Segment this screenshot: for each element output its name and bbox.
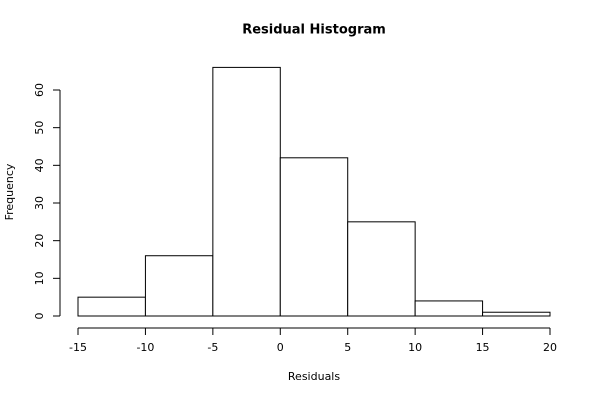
x-axis-label: Residuals xyxy=(288,370,340,383)
x-tick-label: 0 xyxy=(277,341,284,354)
x-tick-label: 5 xyxy=(344,341,351,354)
y-tick-label: 60 xyxy=(33,83,46,97)
bar xyxy=(279,157,349,317)
y-tick-label: 30 xyxy=(33,196,46,210)
chart-title: Residual Histogram xyxy=(242,23,386,38)
y-tick-label: 20 xyxy=(33,234,46,248)
x-tick-label: 15 xyxy=(476,341,490,354)
bar xyxy=(144,255,214,317)
y-axis-label: Frequency xyxy=(3,163,16,220)
bar xyxy=(77,296,146,317)
bar xyxy=(347,221,416,317)
y-tick-label: 10 xyxy=(33,271,46,285)
x-tick-label: -15 xyxy=(69,341,87,354)
x-tick-label: -10 xyxy=(136,341,154,354)
y-tick-label: 50 xyxy=(33,121,46,135)
bar xyxy=(482,311,551,317)
x-tick-label: -5 xyxy=(207,341,218,354)
y-tick-label: 40 xyxy=(33,158,46,172)
bar xyxy=(212,66,281,317)
x-tick-label: 20 xyxy=(543,341,557,354)
bar xyxy=(414,300,484,317)
x-tick-label: 10 xyxy=(408,341,422,354)
y-tick-label: 0 xyxy=(33,313,46,320)
